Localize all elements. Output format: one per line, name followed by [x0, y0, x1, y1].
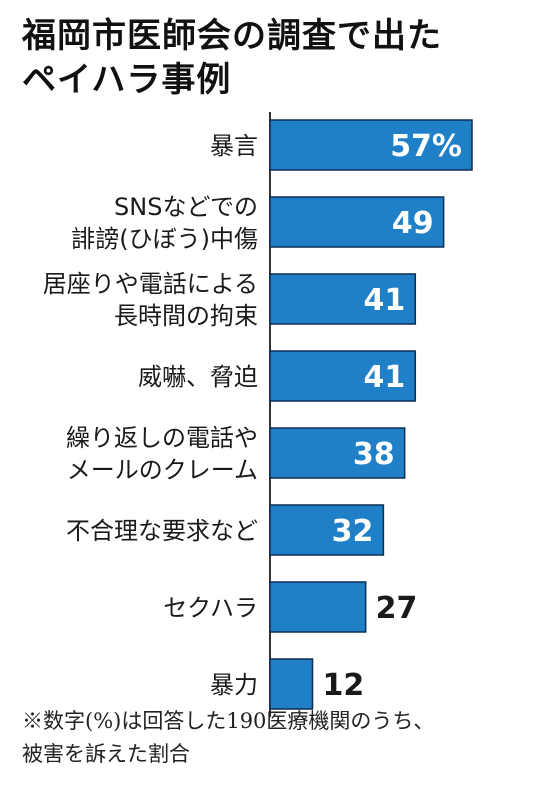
category-label: 居座りや電話による: [43, 270, 258, 298]
data-label: 41: [364, 283, 406, 318]
chart-title-line1: 福岡市医師会の調査で出た: [22, 16, 442, 56]
category-label: 繰り返しの電話や: [66, 424, 258, 452]
data-label: 38: [353, 437, 395, 472]
category-label: 長時間の拘束: [114, 302, 258, 330]
footnote: ※数字(%)は回答した190医療機関のうち、 被害を訴えた割合: [22, 705, 532, 771]
bar: [269, 581, 367, 633]
footnote-line2: 被害を訴えた割合: [22, 742, 190, 766]
data-label: 12: [323, 668, 365, 703]
bar: [269, 350, 417, 402]
data-label: 32: [332, 514, 374, 549]
bar: [269, 504, 385, 556]
bar: [269, 119, 473, 171]
chart-title-line2: ペイハラ事例: [22, 60, 232, 100]
bar: [269, 427, 406, 479]
category-label: 暴言: [210, 132, 258, 160]
category-label: 誹謗(ひぼう)中傷: [71, 225, 258, 253]
bar: [269, 273, 417, 325]
data-label: 57%: [390, 129, 462, 164]
bar: [269, 196, 445, 248]
chart-title: 福岡市医師会の調査で出た ペイハラ事例: [22, 14, 522, 102]
data-label: 27: [376, 591, 418, 626]
category-label: 不合理な要求など: [66, 517, 258, 545]
data-label: 49: [392, 206, 434, 241]
bar: [269, 658, 314, 710]
category-label: セクハラ: [163, 594, 258, 622]
category-label: SNSなどでの: [114, 193, 258, 221]
category-label: 威嚇、脅迫: [138, 363, 258, 391]
data-label: 41: [364, 360, 406, 395]
footnote-line1: ※数字(%)は回答した190医療機関のうち、: [22, 709, 435, 733]
category-label: 暴力: [210, 671, 258, 699]
category-label: メールのクレーム: [67, 456, 258, 484]
